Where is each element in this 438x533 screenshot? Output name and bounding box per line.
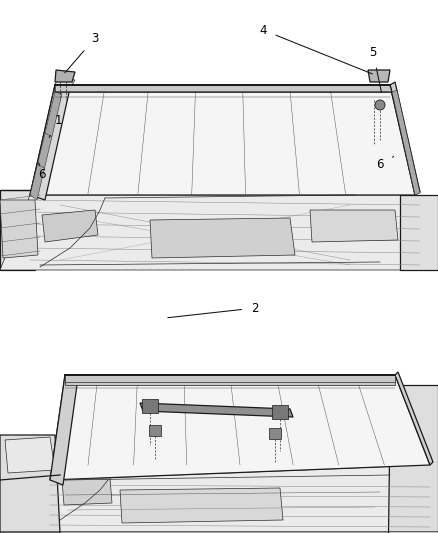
Polygon shape [269, 428, 281, 439]
Polygon shape [310, 210, 398, 242]
Text: 4: 4 [259, 23, 372, 74]
Polygon shape [5, 437, 55, 473]
Polygon shape [42, 210, 98, 242]
Polygon shape [0, 190, 35, 270]
Polygon shape [55, 85, 392, 92]
Polygon shape [395, 372, 433, 465]
Text: 5: 5 [369, 45, 381, 92]
Polygon shape [0, 200, 38, 258]
Polygon shape [120, 488, 283, 523]
Text: 1: 1 [49, 114, 62, 138]
Polygon shape [0, 0, 438, 270]
Polygon shape [400, 195, 438, 270]
Polygon shape [388, 385, 438, 533]
Polygon shape [149, 425, 161, 436]
Text: 3: 3 [65, 31, 99, 73]
Polygon shape [150, 218, 295, 258]
Polygon shape [0, 465, 438, 533]
Polygon shape [30, 85, 415, 195]
Polygon shape [392, 90, 420, 195]
Circle shape [375, 100, 385, 110]
Polygon shape [0, 435, 60, 533]
Polygon shape [30, 85, 70, 200]
Polygon shape [50, 375, 78, 485]
Polygon shape [62, 478, 112, 505]
Polygon shape [0, 195, 430, 270]
Text: 6: 6 [376, 157, 394, 172]
Polygon shape [272, 405, 288, 419]
Text: 6: 6 [38, 163, 46, 182]
Polygon shape [390, 82, 420, 195]
Polygon shape [50, 375, 430, 480]
Polygon shape [0, 285, 438, 533]
Polygon shape [55, 70, 75, 82]
Polygon shape [142, 399, 158, 413]
Polygon shape [55, 78, 75, 88]
Polygon shape [368, 70, 390, 82]
Polygon shape [65, 375, 395, 385]
Text: 2: 2 [168, 302, 259, 318]
Polygon shape [30, 92, 62, 200]
Polygon shape [140, 403, 293, 417]
